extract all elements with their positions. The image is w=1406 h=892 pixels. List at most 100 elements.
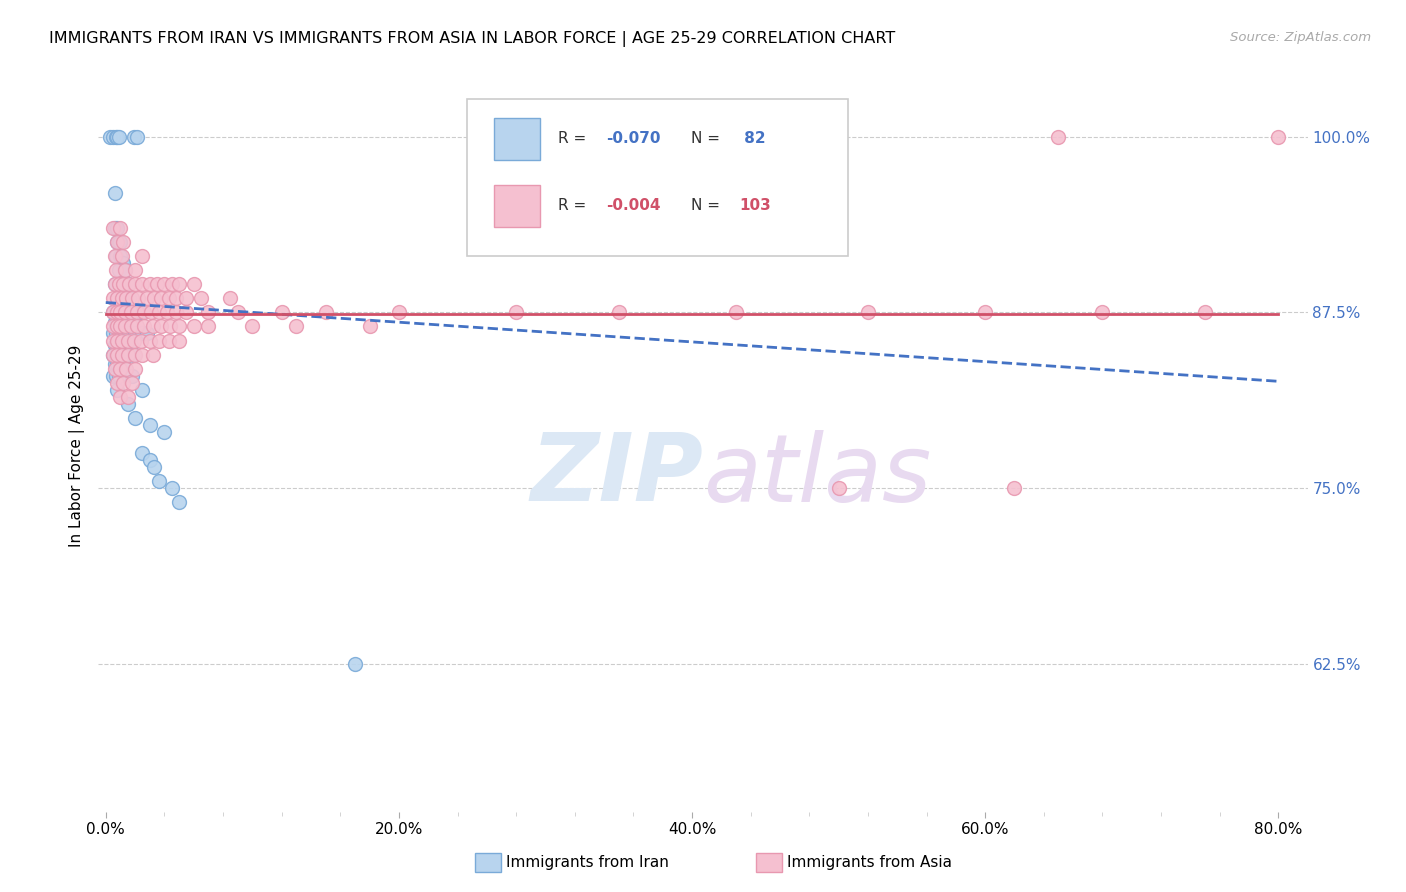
Point	[105, 263, 128, 277]
Point	[107, 348, 129, 362]
Point	[125, 319, 148, 334]
Point	[107, 305, 129, 319]
Point	[107, 337, 129, 351]
Point	[146, 277, 169, 292]
Point	[131, 277, 153, 292]
Point	[110, 390, 132, 404]
Point	[219, 291, 242, 305]
Point	[107, 376, 129, 390]
Point	[343, 657, 366, 671]
Point	[105, 305, 128, 319]
Point	[167, 495, 190, 509]
Point	[138, 417, 160, 432]
Point	[103, 337, 125, 351]
Point	[108, 368, 131, 383]
Point	[114, 305, 136, 319]
Point	[120, 337, 142, 351]
Text: Immigrants from Asia: Immigrants from Asia	[787, 855, 952, 870]
Point	[197, 319, 219, 334]
Point	[101, 221, 124, 235]
Point	[114, 263, 136, 277]
Point	[190, 291, 212, 305]
Text: R =: R =	[558, 131, 591, 146]
Point	[124, 361, 146, 376]
Point	[121, 291, 143, 305]
Point	[1194, 305, 1216, 319]
Point	[108, 291, 131, 305]
Point	[388, 305, 411, 319]
Point	[165, 305, 187, 319]
Point	[107, 291, 129, 305]
Point	[138, 453, 160, 467]
Point	[157, 334, 180, 348]
Point	[125, 129, 148, 144]
Point	[121, 376, 143, 390]
Point	[131, 326, 153, 341]
Point	[1091, 305, 1114, 319]
Point	[505, 305, 527, 319]
Point	[143, 291, 166, 305]
Point	[115, 315, 138, 329]
Point	[150, 319, 173, 334]
Point	[138, 277, 160, 292]
Point	[131, 305, 153, 319]
Point	[121, 315, 143, 329]
Y-axis label: In Labor Force | Age 25-29: In Labor Force | Age 25-29	[69, 345, 86, 547]
Point	[105, 326, 128, 341]
Point	[110, 305, 132, 319]
FancyBboxPatch shape	[467, 99, 848, 256]
Text: ZIP: ZIP	[530, 429, 703, 521]
Point	[607, 305, 630, 319]
Point	[118, 277, 141, 292]
Point	[107, 358, 129, 372]
Point	[1047, 129, 1070, 144]
Point	[117, 397, 139, 411]
Point	[165, 291, 187, 305]
Point	[117, 277, 139, 292]
Point	[103, 277, 125, 292]
Point	[105, 348, 128, 362]
Point	[112, 235, 135, 249]
Point	[111, 326, 134, 341]
Point	[240, 319, 263, 334]
Point	[132, 305, 155, 319]
Text: IMMIGRANTS FROM IRAN VS IMMIGRANTS FROM ASIA IN LABOR FORCE | AGE 25-29 CORRELAT: IMMIGRANTS FROM IRAN VS IMMIGRANTS FROM …	[49, 31, 896, 47]
Point	[101, 305, 124, 319]
Point	[107, 334, 129, 348]
Point	[107, 235, 129, 249]
Point	[124, 277, 146, 292]
Point	[160, 277, 183, 292]
Point	[153, 425, 176, 439]
Point	[108, 235, 131, 249]
Point	[159, 319, 181, 334]
Point	[105, 249, 128, 263]
Point	[226, 305, 249, 319]
Point	[114, 326, 136, 341]
Point	[111, 291, 134, 305]
Point	[167, 319, 190, 334]
Point	[114, 305, 136, 319]
Point	[103, 361, 125, 376]
Point	[183, 277, 205, 292]
Point	[101, 305, 124, 319]
Point	[117, 334, 139, 348]
Point	[124, 348, 146, 362]
Point	[108, 277, 131, 292]
Point	[135, 291, 157, 305]
FancyBboxPatch shape	[494, 185, 540, 227]
Point	[112, 256, 135, 270]
Text: -0.070: -0.070	[606, 131, 661, 146]
Point	[148, 305, 170, 319]
Point	[167, 334, 190, 348]
Point	[183, 319, 205, 334]
Point	[112, 358, 135, 372]
Text: -0.004: -0.004	[606, 198, 661, 213]
Text: 103: 103	[740, 198, 770, 213]
Point	[107, 221, 129, 235]
Point	[105, 129, 128, 144]
Point	[115, 337, 138, 351]
Point	[124, 263, 146, 277]
Point	[131, 446, 153, 460]
Point	[103, 277, 125, 292]
Point	[110, 315, 132, 329]
